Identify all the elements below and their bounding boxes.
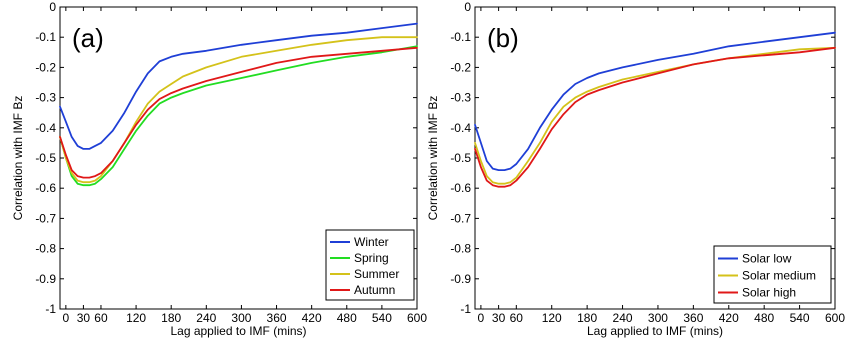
legend-entry: Solar medium [742,269,816,283]
y-tick-label: -1 [45,302,56,316]
y-tick-label: -0.9 [35,272,56,286]
y-tick-label: -0.9 [450,272,471,286]
chart-panel-a: 0 -0.1 -0.2 -0.3 -0.4 -0.5 -0.6 -0.7 -0.8 -0.9 -1 0… [11,0,427,338]
y-tick-label: -0.2 [35,60,56,74]
x-axis-label: Lag applied to IMF (mins) [587,324,723,338]
panel-label: (a) [72,23,104,53]
legend-entry: Winter [354,235,389,249]
x-tick-label: 360 [683,311,703,325]
x-tick-label: 420 [719,311,739,325]
x-tick-label: 300 [648,311,668,325]
x-tick-label: 360 [267,311,287,325]
y-tick-label: 0 [464,0,471,14]
y-tick-label: -0.7 [35,211,56,225]
x-tick-label: 420 [302,311,322,325]
y-tick-label: -0.7 [450,211,471,225]
chart-panel-b: 0 -0.1 -0.2 -0.3 -0.4 -0.5 -0.6 -0.7 -0.8 -0.9 -1 0… [426,0,845,338]
x-tick-label: 180 [577,311,597,325]
x-tick-label: 540 [790,311,810,325]
x-axis-label: Lag applied to IMF (mins) [170,324,306,338]
x-tick-label: 60 [510,311,524,325]
y-axis-label: Correlation with IMF Bz [11,96,25,221]
y-tick-label: -0.8 [450,242,471,256]
y-tick-label: -0.6 [450,181,471,195]
x-tick-label: 30 [492,311,506,325]
x-tick-label: 600 [825,311,845,325]
y-tick-label: -1 [460,302,471,316]
y-tick-label: -0.3 [35,91,56,105]
series-line-summer [59,36,418,184]
series-line-solar-high [474,46,836,188]
legend-entry: Summer [354,267,399,281]
y-tick-label: -0.8 [35,242,56,256]
y-tick-label: -0.1 [450,30,471,44]
y-tick-label: -0.1 [35,30,56,44]
y-tick-label: -0.5 [35,151,56,165]
y-axis-label: Correlation with IMF Bz [426,96,440,221]
x-tick-label: 120 [126,311,146,325]
panel-label: (b) [487,23,519,53]
x-tick-label: 540 [372,311,392,325]
legend-entry: Solar low [742,252,792,266]
y-tick-label: -0.2 [450,60,471,74]
legend-entry: Solar high [742,286,796,300]
x-tick-label: 480 [754,311,774,325]
y-tick-label: -0.4 [450,121,471,135]
series-line-autumn [59,46,418,179]
x-tick-label: 480 [337,311,357,325]
x-tick-label: 120 [542,311,562,325]
y-tick-label: -0.3 [450,91,471,105]
x-tick-label: 600 [407,311,427,325]
y-tick-label: -0.6 [35,181,56,195]
x-tick-label: 240 [613,311,633,325]
x-tick-label: 60 [94,311,108,325]
x-tick-label: 0 [63,311,70,325]
y-tick-label: 0 [49,0,56,14]
y-tick-label: -0.4 [35,121,56,135]
x-tick-label: 0 [478,311,485,325]
y-tick-label: -0.5 [450,151,471,165]
x-tick-label: 30 [77,311,91,325]
series-line-spring [59,45,418,187]
legend-entry: Autumn [354,283,395,297]
x-tick-label: 240 [196,311,216,325]
series-line-winter [59,22,418,150]
x-tick-label: 300 [231,311,251,325]
legend-entry: Spring [354,251,389,265]
series-line-solar-low [474,31,836,172]
x-tick-label: 180 [161,311,181,325]
